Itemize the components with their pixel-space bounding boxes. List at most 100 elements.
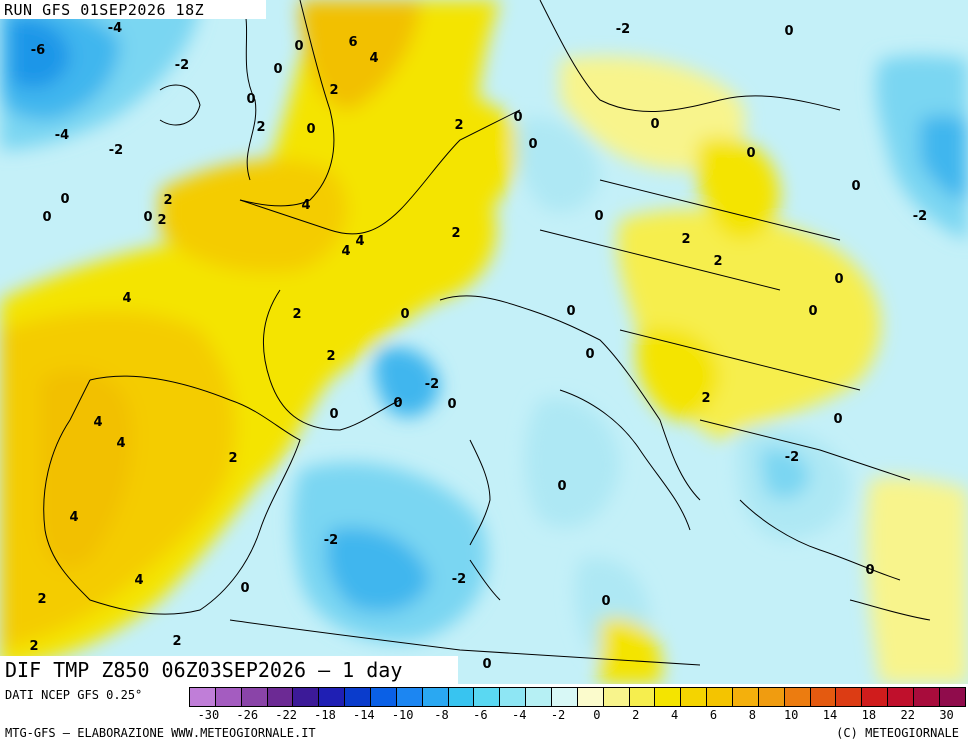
- legend-label: 8: [748, 708, 756, 722]
- map-label: 0: [808, 304, 817, 319]
- map-label: 0: [585, 347, 594, 362]
- legend-label: 6: [709, 708, 718, 722]
- map-label: 0: [784, 24, 793, 39]
- legend-swatch: [241, 688, 268, 706]
- run-info-text: RUN GFS 01SEP2026 18Z: [4, 1, 205, 19]
- copyright: (C) METEOGIORNALE: [836, 726, 959, 740]
- legend-label: -18: [314, 708, 336, 722]
- legend-swatch: [914, 688, 940, 706]
- map-label: 0: [746, 146, 755, 161]
- map-label: -2: [175, 58, 189, 73]
- map-label: 0: [246, 92, 255, 107]
- legend-swatch: [603, 688, 630, 706]
- legend-label: 2: [632, 708, 640, 722]
- run-info-box: RUN GFS 01SEP2026 18Z: [0, 0, 266, 19]
- legend-swatch: [552, 688, 578, 706]
- legend-swatch: [474, 688, 501, 706]
- map-label: -2: [109, 143, 123, 158]
- map-label: -2: [324, 533, 338, 548]
- legend-swatch: [448, 688, 475, 706]
- coastlines-borders: [43, 0, 931, 666]
- map-label: 0: [482, 657, 491, 672]
- legend-label: 30: [939, 708, 954, 722]
- legend-label: -6: [473, 708, 488, 722]
- legend-swatch: [500, 688, 527, 706]
- legend-swatch: [707, 688, 734, 706]
- legend-label: -26: [236, 708, 259, 722]
- legend-label: 18: [861, 708, 877, 722]
- color-scale-bar: [189, 687, 966, 707]
- legend-swatch: [215, 688, 242, 706]
- map-label: 0: [528, 137, 537, 152]
- legend-swatch: [758, 688, 785, 706]
- legend-swatch: [733, 688, 759, 706]
- map-label: 0: [650, 117, 659, 132]
- map-label: 2: [172, 634, 181, 649]
- map-label: 4: [134, 573, 143, 588]
- map-label: 0: [601, 594, 610, 609]
- legend-swatch: [836, 688, 863, 706]
- map-label: 0: [566, 304, 575, 319]
- map-label: 2: [451, 226, 460, 241]
- data-source-label: DATI NCEP GFS 0.25°: [5, 688, 143, 702]
- map-label: 4: [93, 415, 102, 430]
- legend-label: -14: [352, 708, 375, 722]
- legend-swatch: [655, 688, 682, 706]
- map-label: 0: [834, 272, 843, 287]
- map-label: -2: [425, 377, 439, 392]
- map-label: -2: [616, 22, 630, 37]
- map-label: 0: [557, 479, 566, 494]
- legend-swatch: [371, 688, 397, 706]
- legend-swatch: [888, 688, 915, 706]
- color-scale-labels: -30 -26 -22 -18 -14 -10 -8 -6 -4 -2 0 2 4 6 8 10 14 18 22 3…: [0, 708, 968, 724]
- map-label: 2: [163, 193, 172, 208]
- map-label: 0: [393, 396, 402, 411]
- map-label: 4: [69, 510, 78, 525]
- legend-swatch: [293, 688, 320, 706]
- map-title-box: DIF TMP Z850 06Z03SEP2026 — 1 day: [0, 656, 458, 684]
- map-label: 0: [594, 209, 603, 224]
- map-label: 2: [713, 254, 722, 269]
- map-label: 2: [329, 83, 338, 98]
- map-label: 4: [355, 234, 364, 249]
- map-label: 0: [273, 62, 282, 77]
- legend-label: 0: [593, 708, 601, 722]
- legend-swatch: [526, 688, 553, 706]
- map-label: -6: [31, 43, 45, 58]
- map-label: 0: [240, 581, 249, 596]
- legend-swatch: [681, 688, 708, 706]
- map-title: DIF TMP Z850 06Z03SEP2026 — 1 day: [5, 658, 403, 682]
- map-label: 2: [29, 639, 38, 654]
- legend-label: -10: [391, 708, 414, 722]
- map-label: 4: [301, 198, 310, 213]
- map-label: 0: [306, 122, 315, 137]
- legend-swatch: [784, 688, 811, 706]
- legend-label: -8: [434, 708, 449, 722]
- legend-label: -22: [275, 708, 297, 722]
- legend-swatch: [810, 688, 837, 706]
- map-label: 2: [256, 120, 265, 135]
- legend-label: 10: [783, 708, 799, 722]
- map-label: -2: [785, 450, 799, 465]
- map-label: 0: [329, 407, 338, 422]
- map-label: 2: [681, 232, 690, 247]
- anomaly-field: [0, 0, 968, 684]
- map-label: 0: [42, 210, 51, 225]
- legend-label: 22: [900, 708, 915, 722]
- map-label: 0: [447, 397, 456, 412]
- map-label: 4: [122, 291, 131, 306]
- map-label: 2: [228, 451, 237, 466]
- legend-swatch: [862, 688, 889, 706]
- map-label: 0: [833, 412, 842, 427]
- temperature-anomaly-map: -6 -4 -4 -2 -2 0 0 0 2 2 0 2 6 4 2 0 2 4…: [0, 0, 968, 684]
- map-label: 6: [348, 35, 357, 50]
- map-label: 2: [701, 391, 710, 406]
- legend-swatch: [577, 688, 604, 706]
- map-label: 2: [157, 213, 166, 228]
- legend-swatch: [422, 688, 449, 706]
- map-label: 2: [292, 307, 301, 322]
- map-label: 0: [400, 307, 409, 322]
- legend-footer: DATI NCEP GFS 0.25° -30 -26 -22 -18 -14 -10 -8…: [0, 684, 968, 745]
- map-label: 4: [116, 436, 125, 451]
